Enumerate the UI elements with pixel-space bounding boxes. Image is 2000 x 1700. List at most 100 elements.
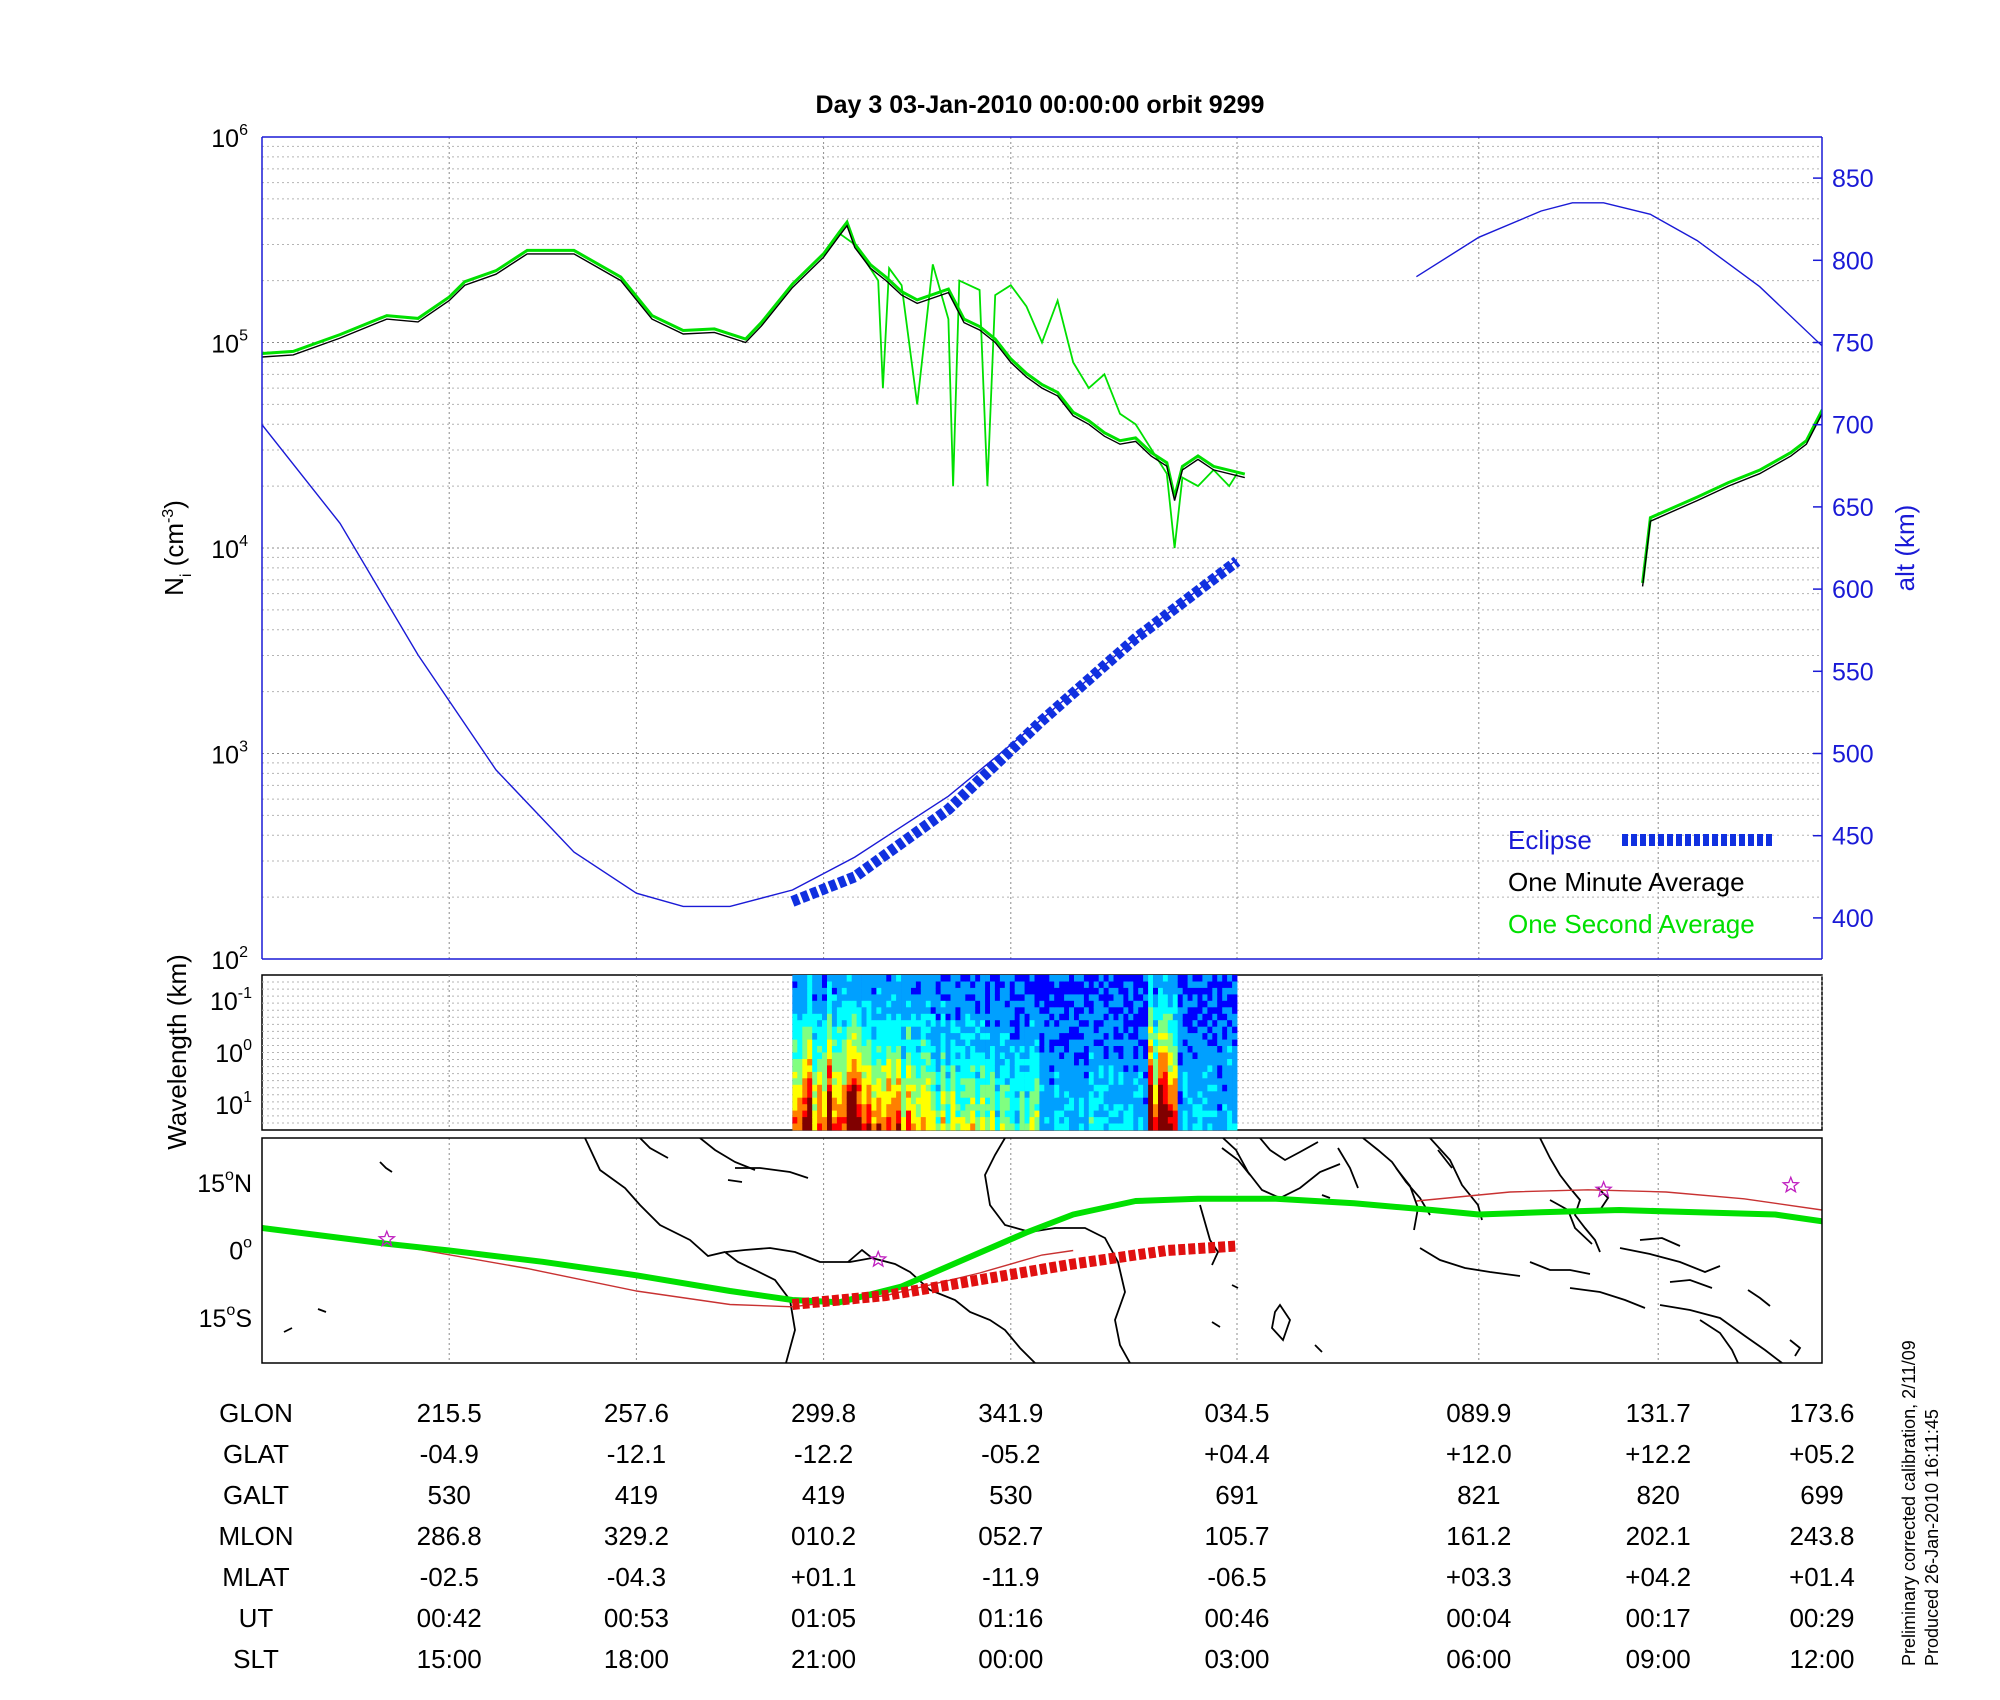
table-cell: 419 — [802, 1480, 845, 1510]
spectrogram-cell — [1098, 1007, 1104, 1015]
spectrogram-cell — [940, 1091, 946, 1099]
spectrogram-cell — [1039, 987, 1045, 995]
spectrogram-cell — [896, 975, 902, 982]
spectrogram-cell — [1148, 975, 1154, 982]
spectrogram-cell — [1177, 975, 1183, 982]
spectrogram-cell — [955, 1110, 961, 1118]
spectrogram-cell — [1187, 1117, 1193, 1124]
spectrogram-cell — [985, 1097, 991, 1105]
spectrogram-cell — [827, 1059, 833, 1066]
spectrogram-cell — [856, 1097, 862, 1105]
spectrogram-cell — [1088, 1059, 1095, 1066]
spectrogram-cell — [1167, 1046, 1174, 1053]
spectrogram-cell — [985, 1039, 991, 1047]
spectrogram-cell — [1108, 1020, 1114, 1028]
spectrogram-cell — [1192, 981, 1198, 989]
spectrogram-cell — [881, 1084, 887, 1092]
spectrogram-cell — [985, 1033, 991, 1040]
spectrogram-cell — [1069, 1033, 1075, 1040]
spectrogram-cell — [1054, 1078, 1060, 1086]
spectrogram-cell — [1049, 1007, 1055, 1015]
spectrogram-cell — [1227, 1091, 1233, 1099]
spectrogram-cell — [1074, 1065, 1080, 1073]
spectrogram-cell — [950, 994, 956, 1002]
spectrogram-cell — [911, 1046, 917, 1053]
spectrogram-cell — [1014, 1110, 1020, 1118]
spectrogram-cell — [1019, 1097, 1025, 1105]
spectrogram-cell — [999, 1026, 1006, 1034]
spectrogram-cell — [1014, 1104, 1020, 1112]
spectrogram-cell — [1069, 1117, 1075, 1124]
spectrogram-cell — [1034, 1039, 1040, 1047]
spectrogram-cell — [1143, 981, 1149, 989]
spectrogram-cell — [1004, 1000, 1011, 1008]
spectrogram-cell — [1123, 1065, 1129, 1073]
spectrogram-cell — [1029, 1110, 1035, 1118]
spectrogram-cell — [1039, 1097, 1045, 1105]
spectrogram-cell — [846, 1039, 852, 1047]
spectrogram-cell — [792, 1091, 798, 1099]
spectrogram-cell — [841, 1052, 848, 1060]
table-cell: +04.2 — [1625, 1562, 1691, 1592]
spectrogram-cell — [1039, 1071, 1045, 1079]
spectrogram-cell — [911, 1020, 917, 1028]
spectrogram-cell — [817, 1123, 823, 1131]
spectrogram-cell — [901, 1033, 907, 1040]
spectrogram-cell — [1069, 1013, 1075, 1021]
spectrogram-cell — [940, 1117, 946, 1124]
spectrogram-cell — [1054, 1071, 1060, 1079]
spectrogram-cell — [965, 981, 971, 989]
spectrogram-cell — [1162, 1033, 1169, 1040]
spectrogram-cell — [861, 1007, 867, 1015]
spectrogram-cell — [1143, 1052, 1149, 1060]
spectrogram-cell — [1029, 1123, 1035, 1131]
spectrogram-cell — [797, 1026, 803, 1034]
spectrogram-cell — [792, 1020, 798, 1028]
spectrogram-cell — [1148, 1013, 1154, 1021]
spectrogram-cell — [1078, 1059, 1085, 1066]
spectrogram-cell — [1212, 1007, 1218, 1015]
spectrogram-cell — [1108, 1065, 1114, 1073]
spectrogram-cell — [1069, 1084, 1075, 1092]
table-row-label: SLT — [233, 1644, 279, 1674]
spectrogram-cell — [1217, 994, 1223, 1002]
spectrogram-cell — [975, 987, 981, 995]
spectrogram-cell — [1088, 1123, 1095, 1131]
one-minute-line — [1641, 412, 1822, 587]
spectrogram-cell — [1034, 1104, 1040, 1112]
spectrogram-cell — [846, 1091, 852, 1099]
spectrogram-cell — [925, 1013, 932, 1021]
spectrogram-cell — [1143, 1013, 1149, 1021]
spectrogram-cell — [836, 1071, 843, 1079]
spectrogram-cell — [999, 1039, 1006, 1047]
spectrogram-cell — [1227, 1104, 1233, 1112]
spectrogram-cell — [1153, 1039, 1159, 1047]
spectrogram-cell — [831, 1026, 838, 1034]
spectrogram-cell — [1054, 1039, 1060, 1047]
spectrogram-cell — [802, 1084, 808, 1092]
spectrogram-cell — [817, 1110, 823, 1118]
spectrogram-cell — [945, 987, 951, 995]
spectrogram-cell — [960, 1013, 966, 1021]
spectrogram-cell — [1187, 1084, 1193, 1092]
spectrogram-cell — [1128, 1097, 1134, 1105]
spectrogram-cell — [812, 1091, 818, 1099]
spectrogram-cell — [930, 981, 936, 989]
spectrogram-cell — [1074, 1007, 1080, 1015]
spectrogram-cell — [955, 1091, 961, 1099]
spectrogram-cell — [1172, 1110, 1179, 1118]
spectrogram-cell — [990, 994, 996, 1002]
spectrogram-cell — [1019, 1046, 1025, 1053]
spectrogram-cell — [950, 987, 956, 995]
spectrogram-cell — [886, 1052, 892, 1060]
spectrogram-cell — [1009, 1026, 1016, 1034]
spectrogram-cell — [930, 1007, 936, 1015]
spectrogram-cell — [1162, 1078, 1169, 1086]
spectrogram-cell — [1054, 1091, 1060, 1099]
spectrogram-cell — [1054, 1104, 1060, 1112]
spectrogram-cell — [1162, 994, 1169, 1002]
spectrogram-cell — [1014, 1091, 1020, 1099]
spectrogram-cell — [876, 1052, 882, 1060]
spectrogram-cell — [876, 1059, 882, 1066]
spectrogram-cell — [1083, 987, 1090, 995]
